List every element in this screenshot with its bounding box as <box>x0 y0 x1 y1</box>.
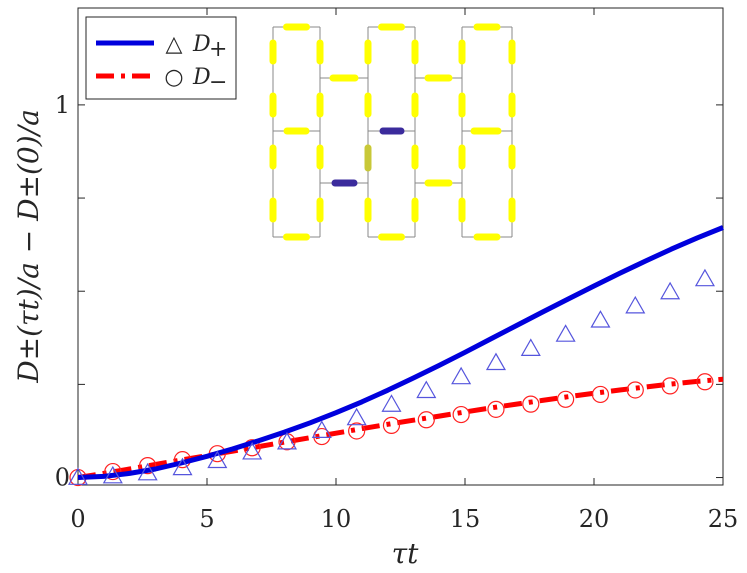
legend-label: D <box>192 32 211 57</box>
legend-marker: ○ <box>164 65 183 90</box>
y-tick-label: 1 <box>55 91 70 119</box>
x-tick-label: 25 <box>708 505 739 533</box>
data-point-d-minus <box>348 422 366 440</box>
data-point-d-plus <box>242 441 263 460</box>
data-point-d-plus <box>660 281 681 300</box>
data-point-d-minus <box>696 373 714 391</box>
x-tick-label: 10 <box>321 505 352 533</box>
data-point-d-minus <box>487 400 505 418</box>
data-point-d-plus <box>346 407 367 426</box>
data-point-d-minus <box>591 385 610 404</box>
data-point-d-minus <box>104 462 122 481</box>
data-point-d-minus <box>522 395 540 413</box>
data-point-d-plus <box>451 366 472 385</box>
data-point-d-plus <box>555 324 576 342</box>
legend-box <box>85 16 237 100</box>
x-tick-label: 20 <box>579 505 610 533</box>
legend-marker: △ <box>166 32 183 57</box>
data-point-d-plus <box>137 462 158 481</box>
y-axis-label: D±(τt)/a − D±(0)/a <box>12 109 45 384</box>
data-point-d-minus <box>139 457 157 475</box>
data-point-d-plus <box>381 394 402 412</box>
inset-lattice-diagram <box>269 23 516 241</box>
data-point-d-plus <box>485 352 506 371</box>
legend-label-subscript: + <box>209 37 227 62</box>
legend-label: D <box>192 65 211 90</box>
data-point-d-plus <box>590 310 611 328</box>
legend: △ D+○ D− <box>85 16 237 100</box>
data-point-d-plus <box>694 268 715 287</box>
x-tick-label: 15 <box>450 505 481 533</box>
plot-frame <box>77 7 724 486</box>
data-point-d-plus <box>625 295 646 314</box>
data-point-d-minus <box>557 390 575 408</box>
x-axis-label: τt <box>392 537 419 570</box>
data-point-d-minus <box>452 405 470 424</box>
data-point-d-plus <box>416 380 437 399</box>
data-point-d-plus <box>207 450 228 469</box>
data-point-d-plus <box>311 420 332 438</box>
x-tick-label: 5 <box>199 505 214 533</box>
legend-label-subscript: − <box>209 70 227 95</box>
data-point-d-plus <box>102 465 123 484</box>
data-point-d-minus <box>382 416 401 434</box>
y-tick-label: 0 <box>55 464 70 492</box>
series-layer <box>67 225 724 487</box>
axis-ticks: 0 5 10 15 20 25 0 1 <box>55 8 739 533</box>
data-point-d-plus <box>276 431 298 450</box>
series-line-d-plus <box>77 225 724 480</box>
data-point-d-minus <box>661 377 679 395</box>
series-line-d-minus <box>77 376 724 480</box>
data-point-d-plus <box>67 467 89 485</box>
data-point-d-minus <box>626 381 644 399</box>
data-point-d-plus <box>172 457 193 476</box>
data-point-d-plus <box>520 338 541 356</box>
x-tick-label: 0 <box>70 505 85 533</box>
data-point-d-minus <box>417 411 435 429</box>
